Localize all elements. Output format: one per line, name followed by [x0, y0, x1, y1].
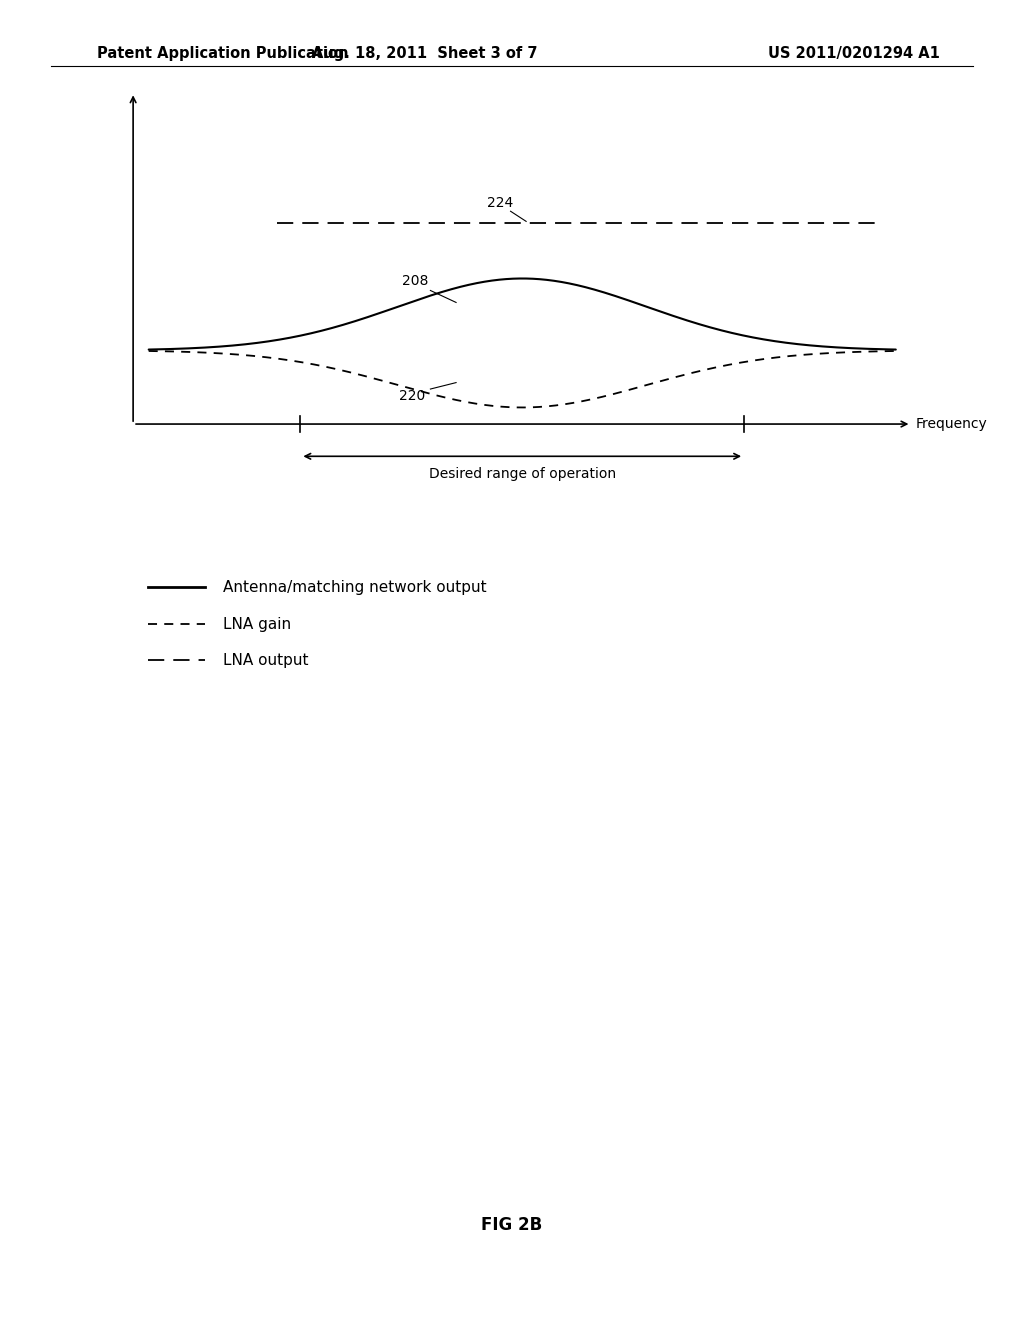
Text: 220: 220	[399, 389, 426, 403]
Text: US 2011/0201294 A1: US 2011/0201294 A1	[768, 46, 940, 61]
Text: Desired range of operation: Desired range of operation	[429, 467, 615, 482]
Text: FIG 2B: FIG 2B	[481, 1216, 543, 1234]
Text: Frequency: Frequency	[915, 417, 987, 432]
Text: LNA output: LNA output	[223, 652, 308, 668]
Text: Aug. 18, 2011  Sheet 3 of 7: Aug. 18, 2011 Sheet 3 of 7	[312, 46, 538, 61]
Text: LNA gain: LNA gain	[223, 616, 292, 632]
Text: 208: 208	[401, 273, 428, 288]
Text: 224: 224	[487, 197, 513, 210]
Text: Antenna/matching network output: Antenna/matching network output	[223, 579, 486, 595]
Text: Patent Application Publication: Patent Application Publication	[97, 46, 349, 61]
